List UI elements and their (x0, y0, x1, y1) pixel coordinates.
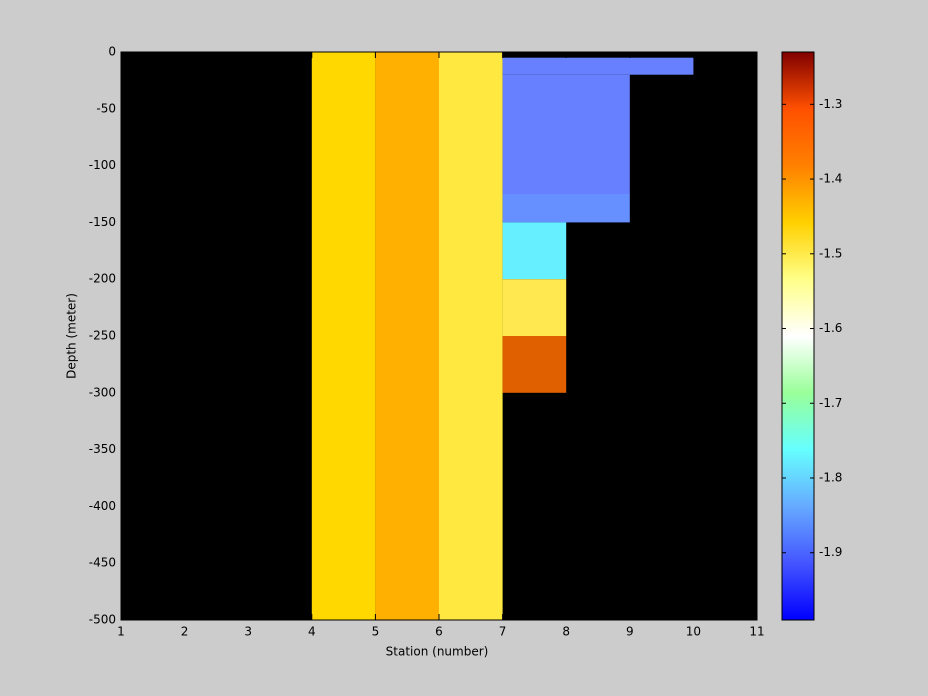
y-tick-label: -50 (96, 101, 116, 115)
x-axis-label: Station (number) (386, 645, 489, 659)
x-tick-label: 4 (308, 625, 316, 639)
colorbar-tick-label: -1.5 (819, 246, 842, 260)
heatmap-cell (439, 52, 503, 620)
y-tick-label: -150 (89, 215, 116, 229)
y-axis-label: Depth (meter) (65, 293, 79, 379)
heatmap-cell (502, 222, 567, 280)
x-tick-label: 7 (499, 625, 507, 639)
x-tick-label: 6 (435, 625, 443, 639)
y-tick-label: -300 (89, 385, 116, 399)
x-tick-label: 8 (562, 625, 570, 639)
colorbar-tick-label: -1.6 (819, 321, 842, 335)
y-tick-label: -500 (89, 613, 116, 627)
y-tick-label: -200 (89, 272, 116, 286)
colorbar-tick-label: -1.7 (819, 396, 842, 410)
heatmap-cell (311, 52, 376, 620)
x-tick-label: 3 (244, 625, 252, 639)
x-tick-label: 5 (372, 625, 380, 639)
x-tick-label: 1 (117, 625, 125, 639)
heatmap-cell (375, 52, 439, 620)
x-tick-label: 10 (686, 625, 701, 639)
x-tick-label: 11 (749, 625, 764, 639)
x-tick-label: 2 (181, 625, 189, 639)
y-tick-label: -100 (89, 158, 116, 172)
heatmap-cell (502, 336, 567, 393)
y-tick-label: -450 (89, 556, 116, 570)
y-tick-label: 0 (108, 45, 116, 59)
heatmap-cell (502, 279, 567, 336)
colorbar-tick-label: -1.9 (819, 545, 842, 559)
colorbar-tick-label: -1.8 (819, 471, 842, 485)
colorbar-tick-label: -1.4 (819, 172, 842, 186)
y-tick-label: -250 (89, 329, 116, 343)
colorbar (781, 51, 815, 621)
heatmap-cell (502, 194, 630, 223)
plot-frame (120, 51, 758, 621)
heatmap-cell (502, 57, 694, 75)
y-tick-label: -350 (89, 442, 116, 456)
heatmap-cell (502, 74, 630, 194)
x-tick-label: 9 (626, 625, 634, 639)
y-tick-label: -400 (89, 499, 116, 513)
colorbar-tick-label: -1.3 (819, 97, 842, 111)
